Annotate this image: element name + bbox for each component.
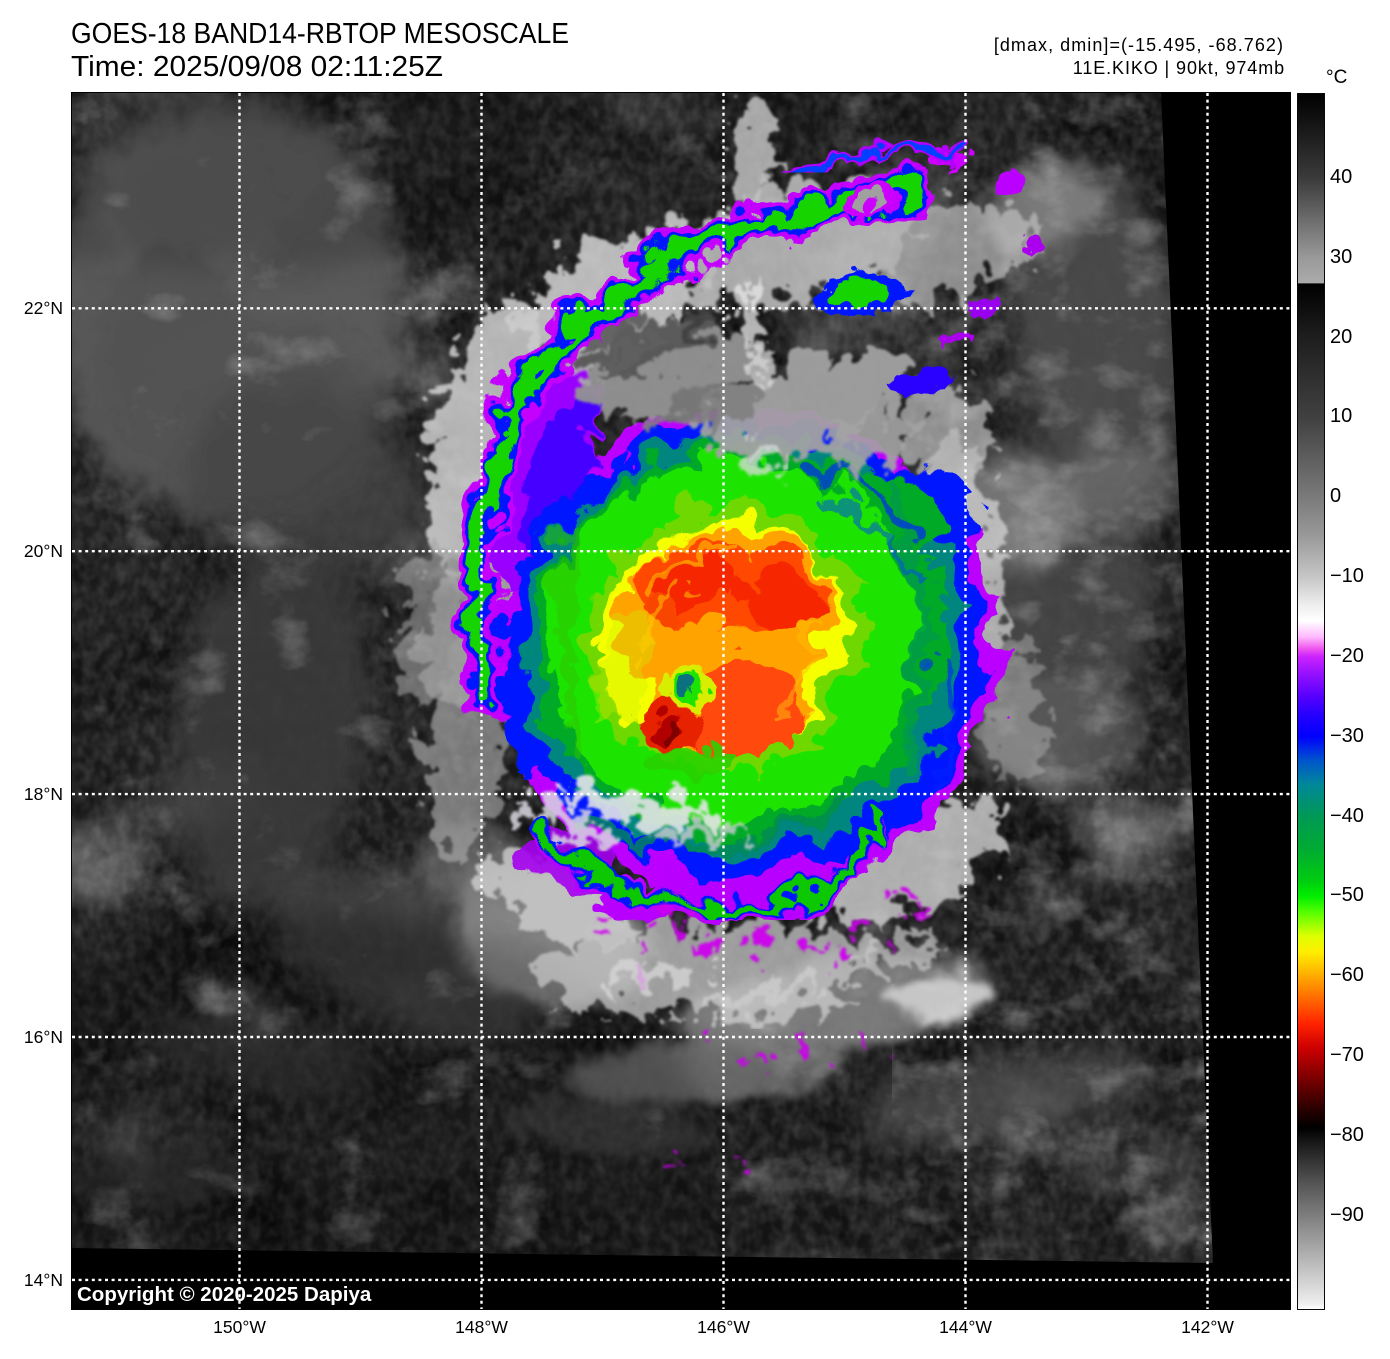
svg-text:Copyright © 2020-2025 Dapiya: Copyright © 2020-2025 Dapiya	[77, 1283, 372, 1306]
